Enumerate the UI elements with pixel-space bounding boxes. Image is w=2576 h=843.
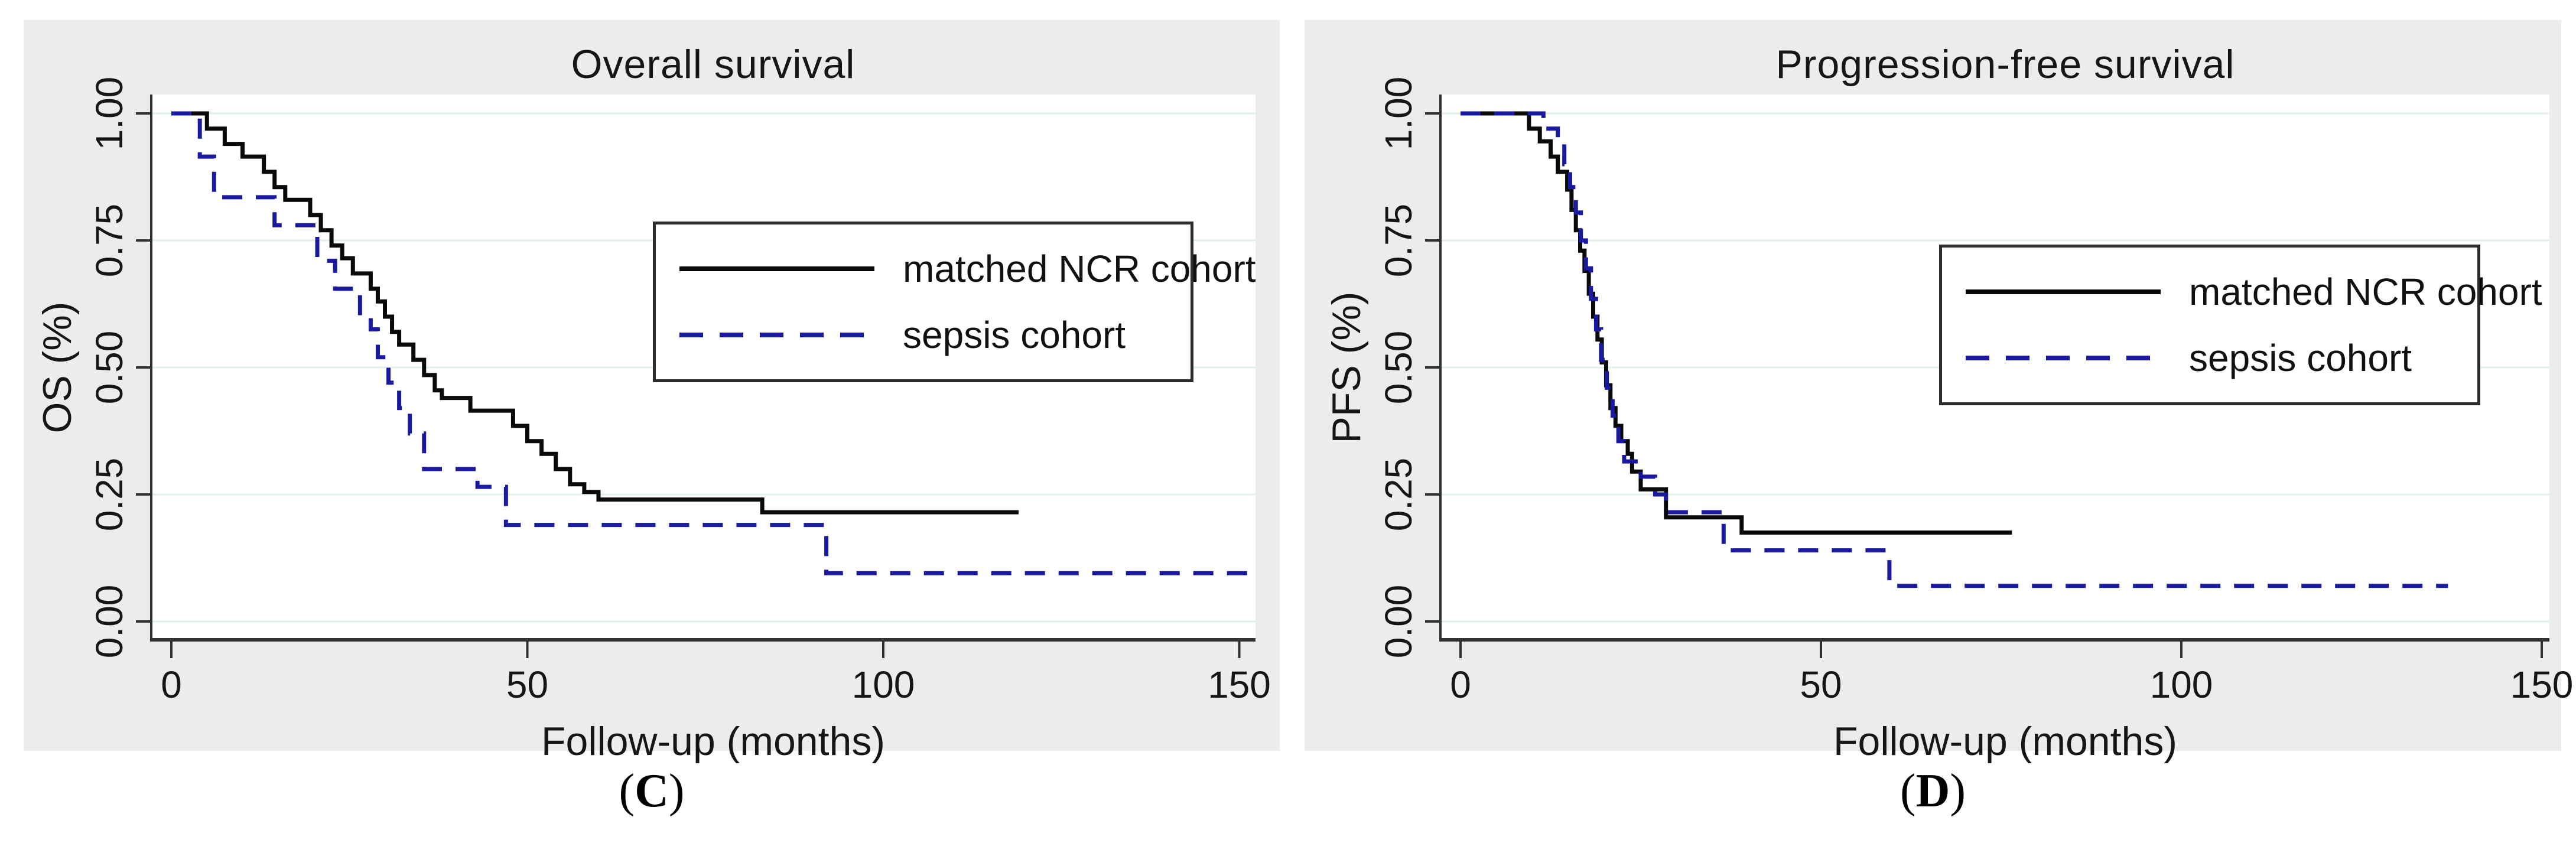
- panel-overall-survival: Overall survival OS (%) Follow-up (month…: [24, 20, 1280, 764]
- x-tick-mark: [1820, 642, 1822, 658]
- x-tick-mark: [1459, 642, 1462, 658]
- x-tick-label-50: 50: [506, 663, 549, 706]
- y-tick-mark: [1425, 239, 1439, 242]
- caption-d-open-paren: (: [1900, 765, 1916, 817]
- panel-progression-free-survival: Progression-free survival PFS (%) Follow…: [1305, 20, 2573, 764]
- x-tick-mark: [526, 642, 529, 658]
- y-tick-label-0.75: 0.75: [88, 203, 131, 278]
- x-tick-label-100: 100: [2149, 663, 2213, 706]
- y-tick-label-1.00: 1.00: [1377, 76, 1420, 151]
- x-axis-line: [150, 638, 1256, 642]
- dashed-line-sample-icon: [679, 333, 874, 337]
- legend-label-matched-ncr: matched NCR cohort: [2189, 271, 2542, 313]
- caption-c: (C): [24, 764, 1280, 818]
- y-tick-mark: [136, 112, 150, 115]
- x-tick-label-0: 0: [161, 663, 182, 706]
- caption-d: (D): [1305, 764, 2561, 818]
- caption-c-letter: C: [635, 765, 669, 817]
- x-tick-label-150: 150: [1208, 663, 1271, 706]
- x-tick-mark: [2541, 642, 2543, 658]
- pfs-plot-title: Progression-free survival: [1775, 42, 2235, 87]
- pfs-y-axis-title: PFS (%): [1324, 291, 1369, 444]
- legend-row-matched-ncr: matched NCR cohort: [1966, 270, 2542, 314]
- legend-label-matched-ncr: matched NCR cohort: [903, 248, 1256, 290]
- x-tick-mark: [2180, 642, 2183, 658]
- legend-row-sepsis: sepsis cohort: [679, 313, 1191, 357]
- os-y-axis-title: OS (%): [35, 301, 80, 434]
- x-axis-line: [1439, 638, 2549, 642]
- x-tick-mark: [882, 642, 884, 658]
- y-tick-label-0.50: 0.50: [88, 330, 131, 405]
- caption-c-close-paren: ): [668, 765, 685, 817]
- caption-c-open-paren: (: [619, 765, 635, 817]
- dashed-line-sample-icon: [1966, 356, 2161, 360]
- y-tick-mark: [136, 366, 150, 369]
- pfs-legend: matched NCR cohort sepsis cohort: [1939, 245, 2542, 405]
- y-tick-label-0.25: 0.25: [1377, 457, 1420, 532]
- x-tick-mark: [1238, 642, 1241, 658]
- y-tick-mark: [1425, 493, 1439, 496]
- y-tick-label-0.25: 0.25: [88, 457, 131, 532]
- survival-curve-matched-ncr: [171, 111, 1019, 515]
- x-tick-label-150: 150: [2510, 663, 2574, 706]
- legend-label-sepsis: sepsis cohort: [903, 314, 1126, 356]
- legend-label-sepsis: sepsis cohort: [2189, 337, 2412, 379]
- y-axis-line: [1439, 95, 1442, 642]
- survival-curve-sepsis: [171, 111, 1254, 575]
- y-tick-label-0.50: 0.50: [1377, 330, 1420, 405]
- y-tick-label-0.75: 0.75: [1377, 203, 1420, 278]
- legend-row-sepsis: sepsis cohort: [1966, 336, 2477, 380]
- y-axis-line: [150, 95, 152, 642]
- survival-curve-sepsis: [1461, 111, 2448, 588]
- solid-line-sample-icon: [1966, 289, 2161, 294]
- os-x-axis-title: Follow-up (months): [541, 719, 885, 764]
- solid-line-sample-icon: [679, 266, 874, 271]
- y-tick-mark: [1425, 112, 1439, 115]
- y-tick-mark: [136, 493, 150, 496]
- os-legend: matched NCR cohort sepsis cohort: [653, 222, 1256, 382]
- legend-row-matched-ncr: matched NCR cohort: [679, 247, 1256, 291]
- y-tick-label-1.00: 1.00: [88, 76, 131, 151]
- caption-d-close-paren: ): [1950, 765, 1966, 817]
- x-tick-label-50: 50: [1800, 663, 1842, 706]
- y-tick-mark: [1425, 366, 1439, 369]
- x-tick-label-100: 100: [851, 663, 915, 706]
- caption-d-letter: D: [1915, 765, 1950, 817]
- x-tick-mark: [170, 642, 173, 658]
- pfs-x-axis-title: Follow-up (months): [1833, 719, 2177, 764]
- os-plot-title: Overall survival: [571, 42, 856, 87]
- y-tick-mark: [136, 620, 150, 623]
- y-tick-mark: [136, 239, 150, 242]
- x-tick-label-0: 0: [1450, 663, 1471, 706]
- y-tick-mark: [1425, 620, 1439, 623]
- os-plot-canvas: [136, 95, 1256, 658]
